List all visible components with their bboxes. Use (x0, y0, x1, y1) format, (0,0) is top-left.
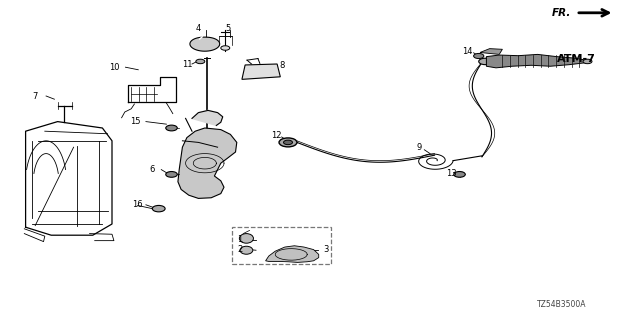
Text: 4: 4 (196, 24, 201, 33)
Text: 11: 11 (182, 60, 192, 68)
Circle shape (479, 58, 492, 65)
Polygon shape (242, 64, 280, 79)
Circle shape (152, 205, 165, 212)
Text: 5: 5 (225, 24, 230, 33)
Text: 3: 3 (324, 245, 329, 254)
Polygon shape (192, 110, 223, 125)
Text: ATM-7: ATM-7 (557, 54, 596, 64)
Text: 10: 10 (109, 63, 119, 72)
Circle shape (221, 46, 230, 50)
Text: FR.: FR. (552, 8, 571, 19)
Text: 2: 2 (237, 245, 243, 254)
Circle shape (279, 138, 297, 147)
Polygon shape (486, 54, 586, 68)
Text: 6: 6 (150, 165, 155, 174)
Circle shape (474, 53, 484, 59)
Text: 13: 13 (447, 169, 457, 178)
Text: 15: 15 (131, 117, 141, 126)
Polygon shape (190, 37, 220, 51)
Ellipse shape (239, 234, 253, 243)
FancyBboxPatch shape (232, 227, 331, 264)
Circle shape (166, 172, 177, 177)
Polygon shape (178, 128, 237, 198)
Ellipse shape (240, 246, 253, 254)
Polygon shape (480, 49, 502, 54)
Circle shape (454, 172, 465, 177)
Text: 12: 12 (271, 131, 282, 140)
Text: 14: 14 (462, 47, 472, 56)
Text: 8: 8 (279, 61, 284, 70)
Circle shape (284, 140, 292, 145)
Polygon shape (266, 246, 319, 262)
Circle shape (583, 59, 592, 64)
Text: 9: 9 (417, 143, 422, 152)
Text: TZ54B3500A: TZ54B3500A (537, 300, 587, 309)
Circle shape (166, 125, 177, 131)
Text: 7: 7 (33, 92, 38, 100)
Text: 16: 16 (132, 200, 143, 209)
Circle shape (196, 59, 205, 64)
Text: 1: 1 (237, 236, 243, 244)
